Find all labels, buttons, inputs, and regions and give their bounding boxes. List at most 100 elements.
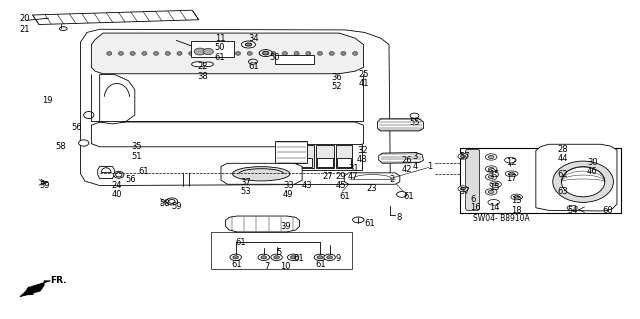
Text: 37: 37 <box>240 178 251 187</box>
Text: 18: 18 <box>511 206 522 215</box>
Text: 27: 27 <box>323 173 333 182</box>
Text: 63: 63 <box>557 187 568 196</box>
Ellipse shape <box>258 254 269 261</box>
Polygon shape <box>378 119 424 131</box>
Text: 40: 40 <box>111 190 122 199</box>
Text: 9: 9 <box>336 254 341 263</box>
Polygon shape <box>536 144 617 211</box>
Ellipse shape <box>282 51 287 55</box>
Text: 46: 46 <box>587 167 598 176</box>
Text: 22: 22 <box>197 62 208 71</box>
Ellipse shape <box>488 175 494 179</box>
Ellipse shape <box>329 51 334 55</box>
Ellipse shape <box>410 113 419 118</box>
Text: 10: 10 <box>280 262 291 271</box>
Bar <box>461 148 621 213</box>
Ellipse shape <box>490 181 501 188</box>
Ellipse shape <box>262 51 269 55</box>
Bar <box>275 141 307 163</box>
Text: 38: 38 <box>197 72 208 81</box>
Text: 41: 41 <box>358 79 369 88</box>
Text: 36: 36 <box>332 73 342 82</box>
Text: 20: 20 <box>20 14 30 23</box>
Ellipse shape <box>79 140 89 146</box>
Ellipse shape <box>203 62 213 66</box>
Ellipse shape <box>294 51 299 55</box>
Text: 3: 3 <box>413 152 418 161</box>
Text: 43: 43 <box>302 181 313 190</box>
Text: 61: 61 <box>365 219 375 228</box>
Ellipse shape <box>247 51 252 55</box>
Text: 42: 42 <box>402 165 412 174</box>
Ellipse shape <box>514 196 520 198</box>
Ellipse shape <box>291 256 296 259</box>
Text: 12: 12 <box>506 158 517 167</box>
Ellipse shape <box>194 48 205 55</box>
Ellipse shape <box>248 59 257 64</box>
Text: 26: 26 <box>402 156 412 165</box>
Text: 57: 57 <box>460 187 470 197</box>
Text: 13: 13 <box>511 196 522 205</box>
Bar <box>337 158 351 167</box>
Bar <box>211 232 352 269</box>
Ellipse shape <box>232 167 290 181</box>
Text: 28: 28 <box>557 145 568 154</box>
Text: 34: 34 <box>248 34 259 43</box>
Ellipse shape <box>245 43 252 46</box>
Ellipse shape <box>84 112 94 119</box>
Ellipse shape <box>353 51 358 55</box>
Ellipse shape <box>177 51 182 55</box>
Text: 2: 2 <box>389 175 394 184</box>
Text: 61: 61 <box>293 254 304 263</box>
Ellipse shape <box>485 166 497 172</box>
Text: 33: 33 <box>283 181 294 190</box>
Text: 61: 61 <box>214 53 225 62</box>
Text: 47: 47 <box>348 173 359 182</box>
Ellipse shape <box>60 27 67 31</box>
Text: 52: 52 <box>332 82 342 91</box>
Text: 61: 61 <box>315 260 326 269</box>
Text: 50: 50 <box>214 43 225 52</box>
Ellipse shape <box>230 254 241 261</box>
Ellipse shape <box>317 51 323 55</box>
Ellipse shape <box>561 167 605 197</box>
Text: 61: 61 <box>138 167 148 176</box>
Polygon shape <box>221 163 302 184</box>
Ellipse shape <box>287 254 299 261</box>
Text: 51: 51 <box>132 152 142 161</box>
Text: 48: 48 <box>357 155 367 164</box>
Ellipse shape <box>233 256 239 259</box>
Ellipse shape <box>212 51 217 55</box>
Text: 1: 1 <box>428 162 433 171</box>
Bar <box>191 41 234 57</box>
Ellipse shape <box>504 157 516 163</box>
Text: SW04- B8910A: SW04- B8910A <box>473 214 530 223</box>
Text: 17: 17 <box>506 174 517 183</box>
Text: 7: 7 <box>264 262 269 271</box>
Text: 59: 59 <box>172 202 182 211</box>
Text: 44: 44 <box>557 154 568 163</box>
Bar <box>296 145 314 168</box>
Ellipse shape <box>397 192 407 197</box>
Text: 24: 24 <box>111 181 122 190</box>
Ellipse shape <box>107 51 112 55</box>
Polygon shape <box>466 149 479 210</box>
Ellipse shape <box>274 256 280 259</box>
Text: 49: 49 <box>283 190 294 199</box>
Ellipse shape <box>485 174 497 180</box>
Bar <box>275 55 314 64</box>
Polygon shape <box>100 74 135 124</box>
Ellipse shape <box>189 51 194 55</box>
Text: 25: 25 <box>358 70 369 79</box>
Polygon shape <box>20 281 51 297</box>
Polygon shape <box>487 168 497 172</box>
Ellipse shape <box>511 194 522 200</box>
Text: 39: 39 <box>280 222 291 231</box>
Ellipse shape <box>261 256 267 259</box>
Polygon shape <box>92 33 364 74</box>
Text: 56: 56 <box>71 123 81 132</box>
Bar <box>336 145 352 168</box>
Ellipse shape <box>241 41 255 48</box>
Ellipse shape <box>203 48 213 55</box>
Polygon shape <box>92 122 364 147</box>
